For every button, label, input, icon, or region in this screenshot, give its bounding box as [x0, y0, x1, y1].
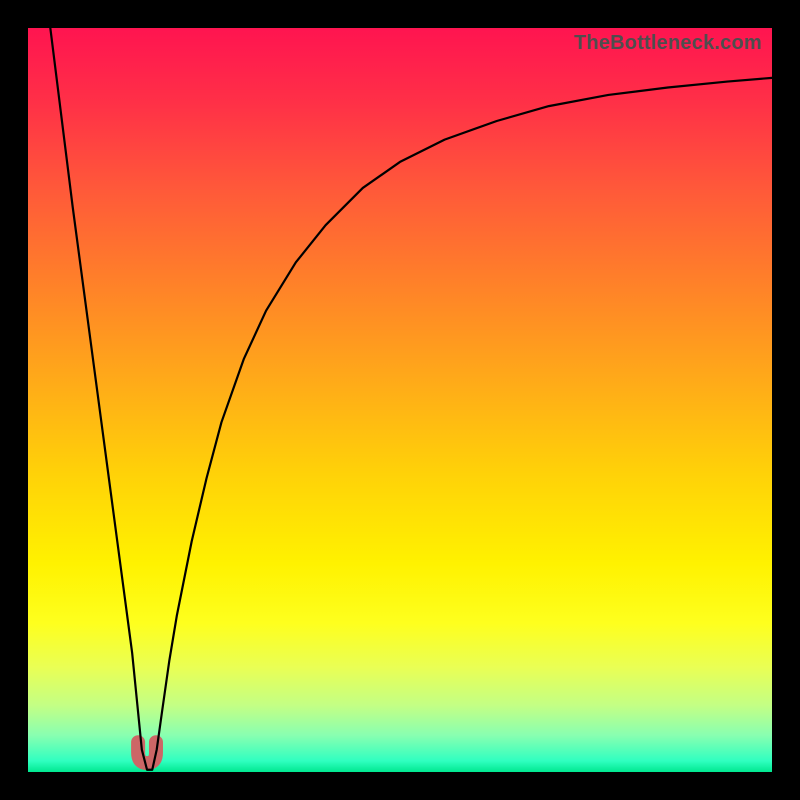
chart-frame: TheBottleneck.com [0, 0, 800, 800]
bottleneck-curve [50, 28, 772, 770]
plot-area: TheBottleneck.com [28, 28, 772, 772]
watermark-text: TheBottleneck.com [574, 32, 762, 55]
curve-layer [28, 28, 772, 772]
